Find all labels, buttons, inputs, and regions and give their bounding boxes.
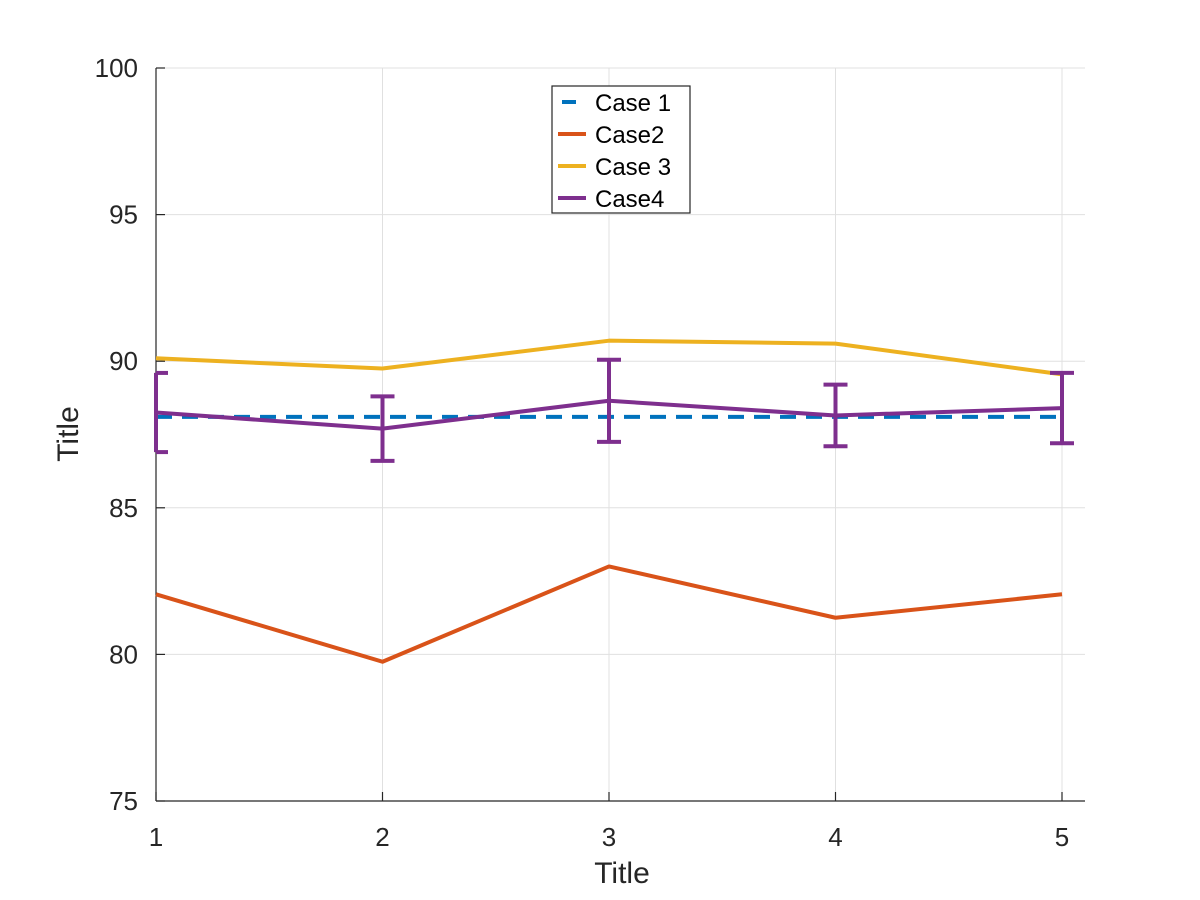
error-bar bbox=[1050, 370, 1074, 446]
legend-label: Case4 bbox=[595, 186, 664, 213]
x-tick-label: 4 bbox=[828, 822, 842, 852]
legend-label: Case 3 bbox=[595, 154, 671, 181]
legend-box bbox=[551, 85, 691, 214]
legend-label: Case 1 bbox=[595, 90, 671, 117]
legend: Case 1 Case2 Case 3 Case4 bbox=[551, 85, 691, 214]
x-tick-label: 5 bbox=[1055, 822, 1069, 852]
x-tick-label: 1 bbox=[149, 822, 163, 852]
x-axis-label: Title bbox=[594, 857, 650, 890]
y-tick-label: 90 bbox=[109, 346, 138, 376]
y-tick-label: 85 bbox=[109, 493, 138, 523]
error-bar bbox=[154, 370, 168, 455]
y-tick-label: 80 bbox=[109, 639, 138, 669]
series-line bbox=[155, 564, 1063, 664]
series-line bbox=[155, 338, 1063, 377]
error-bar bbox=[823, 382, 848, 449]
error-bar bbox=[597, 357, 621, 444]
y-tick-label: 95 bbox=[109, 200, 138, 230]
error-bar bbox=[370, 394, 395, 463]
x-tick-label: 3 bbox=[602, 822, 616, 852]
y-axis-label: Title bbox=[52, 406, 85, 462]
y-tick-label: 100 bbox=[95, 53, 138, 83]
tick-labels: 1 2 3 4 5 75 80 85 90 95 100 bbox=[95, 53, 1070, 852]
legend-label: Case2 bbox=[595, 122, 664, 149]
x-tick-label: 2 bbox=[375, 822, 389, 852]
y-tick-label: 75 bbox=[109, 786, 138, 816]
plot-series bbox=[154, 338, 1074, 664]
